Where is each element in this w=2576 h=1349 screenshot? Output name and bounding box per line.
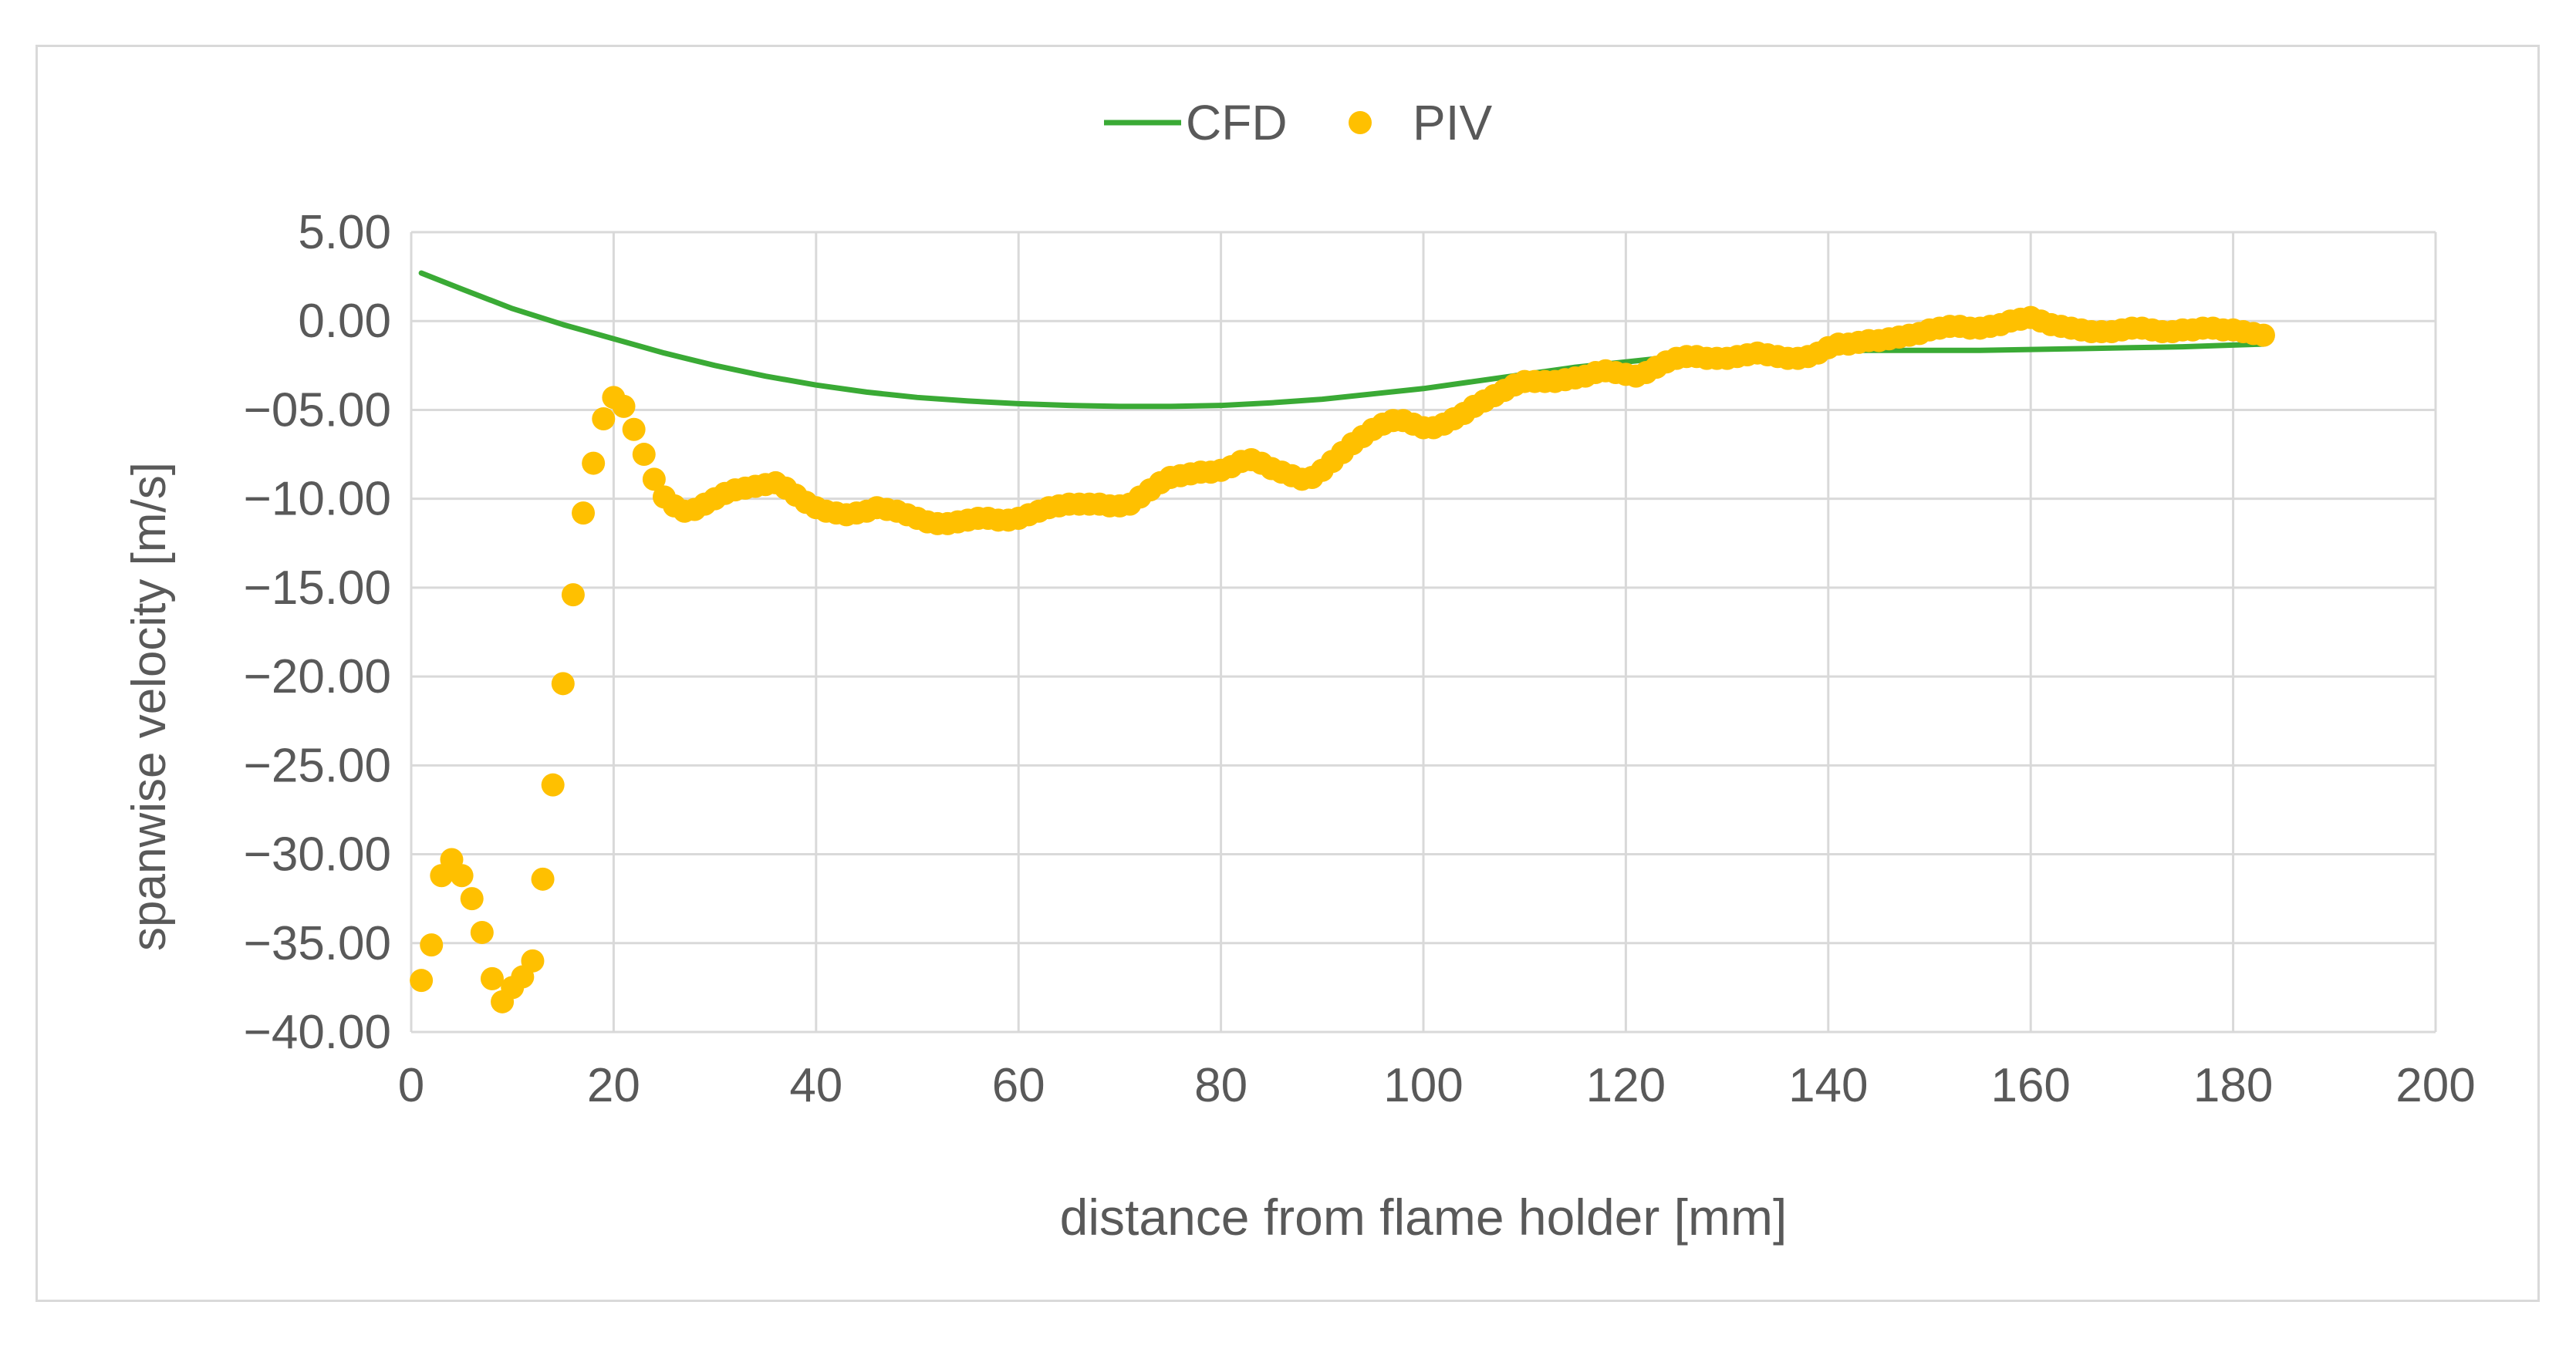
- piv-point: [521, 949, 545, 973]
- piv-point: [531, 867, 555, 891]
- legend: CFD PIV: [1104, 95, 1492, 150]
- legend-piv-label: PIV: [1413, 95, 1492, 150]
- gridlines: [410, 231, 2437, 1034]
- x-tick-label: 140: [1788, 1059, 1868, 1112]
- piv-point: [622, 417, 646, 441]
- y-tick-label: −10.00: [244, 473, 391, 526]
- x-tick-label: 160: [1990, 1059, 2070, 1112]
- piv-point: [450, 864, 474, 888]
- y-tick-label: 5.00: [298, 206, 391, 259]
- y-tick-label: −25.00: [244, 739, 391, 792]
- legend-cfd-label: CFD: [1186, 95, 1288, 150]
- cfd-series: [418, 270, 2267, 410]
- piv-point: [410, 969, 434, 993]
- x-tick-label: 200: [2395, 1059, 2475, 1112]
- piv-series: [410, 305, 2275, 1013]
- piv-point: [541, 773, 565, 797]
- chart-svg: 5.00 0.00 −05.00 −10.00 −15.00 −20.00 −25.00 −3…: [123, 95, 2476, 1246]
- piv-point: [480, 966, 504, 990]
- piv-point: [2251, 323, 2275, 347]
- y-axis-title: spanwise velocity [m/s]: [123, 462, 176, 951]
- chart-frame: 5.00 0.00 −05.00 −10.00 −15.00 −20.00 −25.00 −3…: [35, 45, 2540, 1302]
- piv-point: [612, 394, 636, 418]
- x-tick-labels: 0 20 40 60 80 100 120 140 160 180 200: [398, 1059, 2476, 1112]
- x-tick-label: 0: [398, 1059, 424, 1112]
- piv-point: [582, 451, 606, 475]
- y-tick-label: −35.00: [244, 917, 391, 970]
- piv-point: [551, 672, 575, 696]
- x-tick-label: 80: [1194, 1059, 1247, 1112]
- y-tick-label: −30.00: [244, 828, 391, 882]
- piv-point: [642, 467, 666, 491]
- x-tick-label: 40: [789, 1059, 842, 1112]
- y-tick-label: −20.00: [244, 650, 391, 703]
- piv-point: [470, 920, 494, 944]
- x-tick-label: 120: [1586, 1059, 1666, 1112]
- x-tick-label: 20: [587, 1059, 640, 1112]
- y-tick-label: 0.00: [298, 295, 391, 348]
- y-tick-label: −05.00: [244, 383, 391, 437]
- piv-point: [420, 933, 444, 957]
- legend-piv-marker: [1349, 111, 1372, 134]
- y-tick-label: −40.00: [244, 1006, 391, 1059]
- piv-point: [632, 443, 656, 467]
- piv-point: [460, 887, 484, 911]
- piv-point: [572, 501, 596, 525]
- x-tick-label: 180: [2193, 1059, 2273, 1112]
- x-tick-label: 100: [1383, 1059, 1463, 1112]
- y-tick-labels: 5.00 0.00 −05.00 −10.00 −15.00 −20.00 −25.00 −3…: [244, 206, 391, 1059]
- y-tick-label: −15.00: [244, 562, 391, 615]
- piv-point: [561, 583, 585, 607]
- x-tick-label: 60: [992, 1059, 1045, 1112]
- x-axis-title: distance from flame holder [mm]: [1060, 1189, 1788, 1246]
- cfd-line: [418, 270, 2267, 410]
- piv-point: [592, 406, 616, 430]
